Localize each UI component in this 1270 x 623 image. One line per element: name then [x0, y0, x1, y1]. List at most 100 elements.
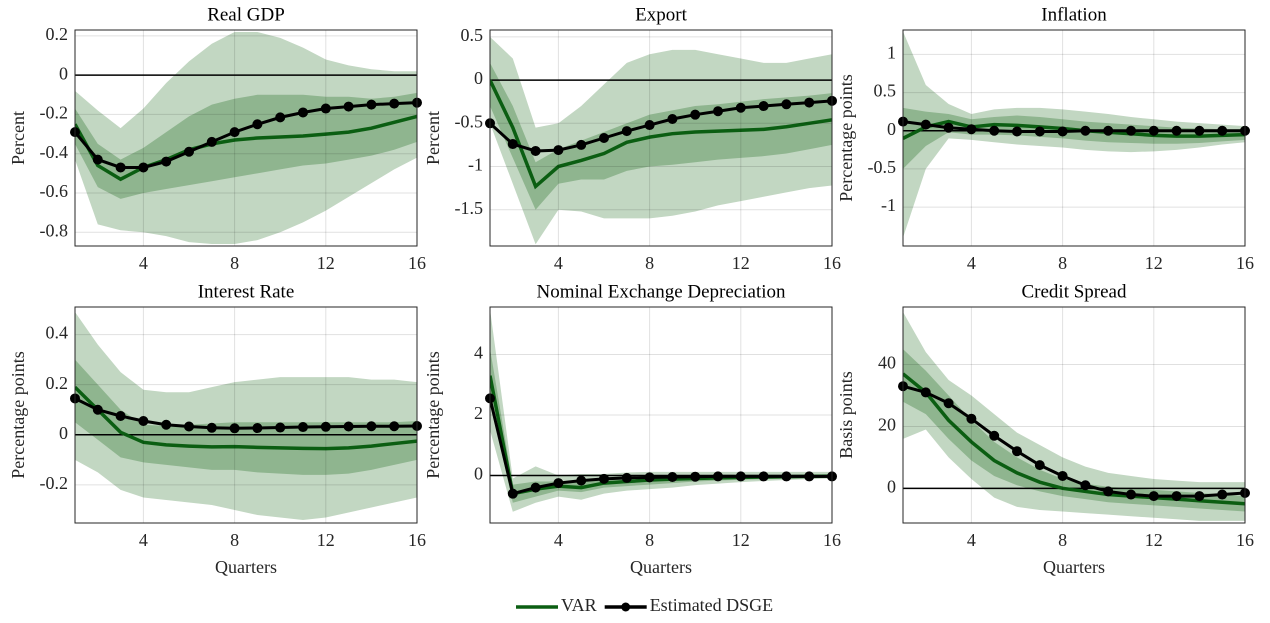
- data-point: [320, 421, 331, 432]
- y-tick-label: 0.4: [46, 323, 69, 343]
- data-point: [1217, 125, 1228, 136]
- data-point: [275, 422, 286, 433]
- data-point: [1103, 486, 1114, 497]
- x-tick-label: 12: [1145, 530, 1163, 550]
- x-tick-label: 8: [645, 253, 654, 273]
- data-point: [530, 482, 541, 493]
- data-point: [943, 398, 954, 409]
- data-point: [184, 146, 194, 157]
- x-tick-label: 12: [317, 530, 335, 550]
- y-tick-label: 1: [887, 43, 896, 63]
- axes-frame: [489, 29, 833, 247]
- confidence-band: [75, 92, 417, 199]
- data-point: [138, 416, 149, 427]
- data-point: [1080, 480, 1091, 491]
- data-point: [507, 139, 518, 150]
- y-tick-label: 0.5: [874, 81, 897, 101]
- x-axis-label: Quarters: [215, 557, 277, 577]
- x-tick-label: 4: [139, 253, 148, 273]
- data-point: [1012, 126, 1022, 137]
- panel: 4 8 12 16 0 2 4 Nominal Exchange Depreciation Pe…: [423, 281, 841, 577]
- y-tick-label: 2: [474, 403, 483, 423]
- chart-title: Interest Rate: [198, 281, 295, 302]
- y-axis-label: Percentage points: [423, 351, 443, 478]
- series-line: [903, 119, 1245, 140]
- chart-title: Real GDP: [207, 4, 285, 25]
- data-point: [781, 471, 792, 482]
- data-point: [690, 471, 701, 482]
- y-tick-label: 40: [878, 353, 896, 373]
- chart-title: Credit Spread: [1021, 281, 1127, 302]
- data-point: [989, 125, 1000, 136]
- data-point: [92, 404, 103, 415]
- x-tick-label: 4: [967, 253, 976, 273]
- data-point: [252, 119, 263, 130]
- axes-frame: [489, 306, 833, 524]
- data-point: [1080, 125, 1091, 136]
- x-tick-label: 8: [645, 530, 654, 550]
- data-point: [735, 471, 746, 482]
- x-tick-label: 8: [230, 253, 239, 273]
- x-tick-label: 4: [554, 253, 563, 273]
- x-tick-label: 16: [1236, 253, 1254, 273]
- plot-area: [75, 31, 417, 245]
- data-point: [920, 119, 931, 130]
- data-point: [644, 120, 655, 131]
- data-point: [252, 423, 263, 434]
- x-tick-label: 16: [408, 530, 426, 550]
- data-point: [161, 156, 172, 167]
- x-tick-label: 12: [732, 253, 750, 273]
- axes-frame: [74, 306, 418, 524]
- x-tick-label: 4: [139, 530, 148, 550]
- y-tick-label: 0: [474, 464, 483, 484]
- data-point: [1012, 446, 1022, 457]
- y-tick-label: -0.8: [40, 220, 69, 240]
- y-tick-label: 0: [887, 119, 896, 139]
- data-point: [1194, 125, 1205, 136]
- y-tick-label: 0: [59, 63, 68, 83]
- y-tick-label: 20: [878, 415, 896, 435]
- panel: 4 8 12 16 -1.5 -1 -0.5 0 0.5 Export Percent: [423, 4, 841, 273]
- data-point: [667, 472, 678, 483]
- y-axis-label: Percentage points: [836, 74, 856, 201]
- data-point: [713, 106, 723, 117]
- data-point: [343, 101, 354, 112]
- y-axis-label: Percent: [8, 111, 28, 165]
- legend-marker: [621, 602, 631, 612]
- data-point: [804, 471, 815, 482]
- data-point: [576, 139, 587, 150]
- data-point: [621, 126, 632, 137]
- data-point: [275, 112, 286, 123]
- data-point: [576, 475, 587, 486]
- y-tick-label: 0: [59, 423, 68, 443]
- data-point: [229, 127, 240, 138]
- x-axis-label: Quarters: [630, 557, 692, 577]
- y-tick-label: 0.5: [461, 25, 484, 45]
- data-point: [1034, 126, 1045, 137]
- data-point: [758, 471, 769, 482]
- x-tick-label: 8: [1058, 530, 1067, 550]
- data-point: [366, 99, 377, 110]
- y-tick-label: -0.4: [40, 142, 69, 162]
- data-point: [804, 97, 815, 108]
- series-line: [490, 398, 832, 496]
- series-line: [903, 384, 1245, 498]
- y-tick-label: 0: [474, 68, 483, 88]
- y-axis-label: Percent: [423, 111, 443, 165]
- data-point: [1194, 491, 1205, 502]
- data-point: [161, 419, 172, 430]
- data-point: [389, 421, 400, 432]
- data-point: [229, 423, 240, 434]
- data-point: [298, 107, 308, 118]
- data-point: [92, 154, 103, 165]
- data-point: [920, 387, 931, 398]
- confidence-band: [903, 349, 1245, 512]
- y-tick-label: -0.2: [40, 103, 69, 123]
- data-point: [599, 133, 609, 143]
- x-tick-label: 8: [230, 530, 239, 550]
- x-tick-label: 16: [823, 530, 841, 550]
- data-point: [735, 102, 746, 113]
- confidence-band: [490, 348, 832, 503]
- plot-area: [490, 36, 832, 245]
